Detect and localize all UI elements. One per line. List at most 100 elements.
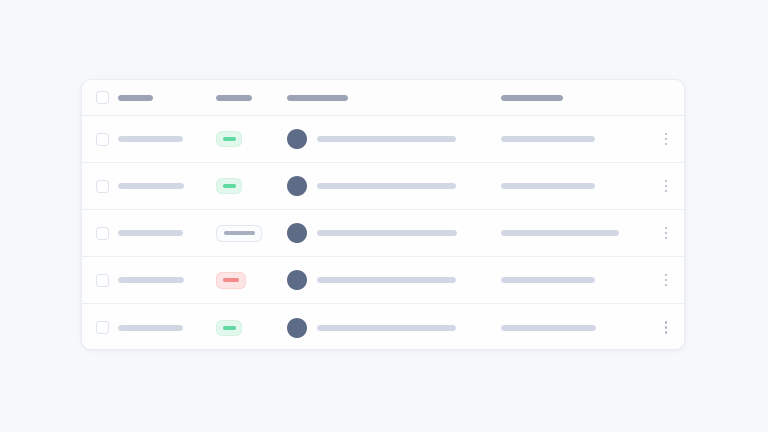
row-cell-status bbox=[216, 178, 287, 194]
row-cell-4 bbox=[501, 324, 648, 331]
row-cell-4 bbox=[501, 230, 648, 236]
kebab-dot bbox=[664, 326, 668, 329]
status-badge-label-placeholder bbox=[222, 184, 236, 188]
row-cell-1 bbox=[118, 183, 216, 189]
select-all-cell bbox=[82, 91, 118, 104]
table-row[interactable] bbox=[82, 304, 684, 349]
cell-placeholder-bar bbox=[501, 277, 595, 283]
row-cell-user bbox=[287, 176, 501, 196]
cell-placeholder-bar bbox=[501, 183, 595, 189]
cell-placeholder-bar bbox=[118, 136, 183, 142]
status-badge-success bbox=[216, 319, 242, 336]
row-checkbox[interactable] bbox=[95, 226, 109, 240]
row-cell-status bbox=[216, 319, 287, 336]
cell-placeholder-bar bbox=[317, 324, 456, 331]
kebab-menu-icon[interactable] bbox=[662, 224, 671, 243]
status-badge-success bbox=[216, 178, 242, 194]
kebab-dot bbox=[664, 142, 668, 146]
avatar bbox=[287, 129, 307, 149]
avatar bbox=[287, 176, 307, 196]
header-cell-3[interactable] bbox=[287, 94, 501, 101]
data-table-card bbox=[81, 79, 685, 350]
column-header-3-placeholder bbox=[287, 94, 348, 101]
avatar bbox=[287, 317, 307, 338]
column-header-1-placeholder bbox=[118, 94, 153, 101]
status-badge-label-placeholder bbox=[222, 325, 236, 330]
row-actions-cell bbox=[648, 224, 684, 243]
row-checkbox[interactable] bbox=[95, 179, 109, 193]
cell-placeholder-bar bbox=[118, 183, 184, 189]
table-header-row bbox=[82, 80, 684, 116]
kebab-menu-icon[interactable] bbox=[662, 130, 671, 149]
row-select-cell bbox=[82, 179, 118, 193]
row-select-cell bbox=[82, 321, 118, 334]
kebab-dot bbox=[664, 236, 668, 240]
kebab-menu-icon[interactable] bbox=[662, 318, 671, 337]
avatar bbox=[287, 223, 307, 243]
column-header-4-placeholder bbox=[501, 94, 563, 101]
status-badge-label-placeholder bbox=[222, 137, 236, 141]
header-cell-4[interactable] bbox=[501, 94, 648, 101]
status-badge-danger bbox=[216, 271, 246, 289]
row-cell-1 bbox=[118, 136, 216, 142]
row-select-cell bbox=[82, 273, 118, 287]
row-actions-cell bbox=[648, 177, 684, 196]
cell-placeholder-bar bbox=[317, 183, 456, 189]
header-cell-2[interactable] bbox=[216, 94, 287, 101]
kebab-dot bbox=[664, 321, 668, 324]
row-cell-user bbox=[287, 317, 501, 338]
kebab-dot bbox=[664, 283, 668, 287]
table-row[interactable] bbox=[82, 116, 684, 163]
kebab-dot bbox=[664, 231, 668, 235]
cell-placeholder-bar bbox=[118, 277, 184, 283]
row-cell-status bbox=[216, 131, 287, 147]
row-cell-1 bbox=[118, 277, 216, 283]
row-cell-user bbox=[287, 223, 501, 243]
row-checkbox[interactable] bbox=[95, 132, 109, 146]
row-cell-4 bbox=[501, 136, 648, 142]
kebab-dot bbox=[664, 189, 668, 193]
status-badge-label-placeholder bbox=[223, 278, 239, 282]
row-cell-4 bbox=[501, 277, 648, 283]
row-actions-cell bbox=[648, 318, 684, 337]
kebab-menu-icon[interactable] bbox=[662, 271, 671, 290]
row-cell-1 bbox=[118, 230, 216, 236]
kebab-dot bbox=[664, 137, 668, 141]
table-row[interactable] bbox=[82, 257, 684, 304]
kebab-dot bbox=[664, 273, 668, 277]
cell-placeholder-bar bbox=[501, 136, 595, 142]
kebab-dot bbox=[664, 331, 668, 334]
row-actions-cell bbox=[648, 271, 684, 290]
row-checkbox[interactable] bbox=[95, 273, 109, 287]
cell-placeholder-bar bbox=[118, 230, 183, 236]
kebab-dot bbox=[664, 132, 668, 136]
row-select-cell bbox=[82, 132, 118, 146]
avatar bbox=[287, 270, 307, 290]
table-row[interactable] bbox=[82, 163, 684, 210]
row-cell-user bbox=[287, 270, 501, 290]
cell-placeholder-bar bbox=[317, 230, 457, 236]
row-cell-status bbox=[216, 224, 287, 242]
select-all-checkbox[interactable] bbox=[95, 91, 109, 104]
column-header-2-placeholder bbox=[216, 94, 252, 101]
row-cell-4 bbox=[501, 183, 648, 189]
cell-placeholder-bar bbox=[317, 277, 456, 283]
row-checkbox[interactable] bbox=[95, 321, 109, 334]
kebab-dot bbox=[664, 226, 668, 230]
kebab-menu-icon[interactable] bbox=[662, 177, 671, 196]
header-cell-1[interactable] bbox=[118, 94, 216, 101]
cell-placeholder-bar bbox=[501, 230, 619, 236]
cell-placeholder-bar bbox=[501, 324, 596, 331]
status-badge-success bbox=[216, 131, 242, 147]
row-cell-1 bbox=[118, 324, 216, 331]
kebab-dot bbox=[664, 179, 668, 183]
row-cell-user bbox=[287, 129, 501, 149]
table-row[interactable] bbox=[82, 210, 684, 257]
kebab-dot bbox=[664, 278, 668, 282]
row-cell-status bbox=[216, 271, 287, 289]
status-badge-label-placeholder bbox=[223, 231, 255, 235]
kebab-dot bbox=[664, 184, 668, 188]
cell-placeholder-bar bbox=[118, 324, 183, 331]
row-actions-cell bbox=[648, 130, 684, 149]
status-badge-neutral bbox=[216, 224, 262, 242]
